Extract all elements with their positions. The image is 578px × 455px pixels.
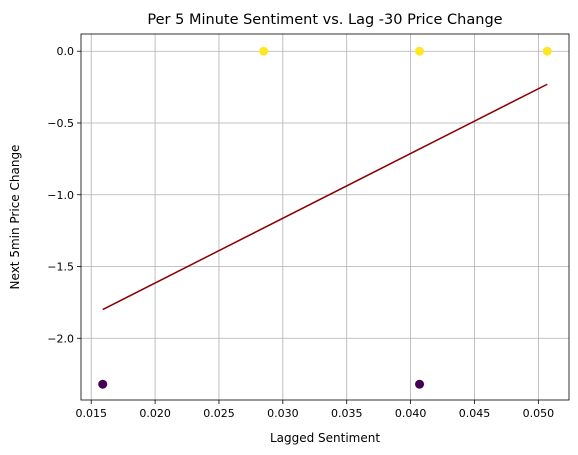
scatter-point bbox=[542, 46, 552, 56]
scatter-point bbox=[259, 46, 269, 56]
points-group bbox=[98, 46, 552, 389]
x-tick-label: 0.015 bbox=[75, 407, 107, 420]
plot-frame bbox=[80, 33, 570, 401]
chart-title: Per 5 Minute Sentiment vs. Lag -30 Price… bbox=[147, 12, 502, 28]
scatter-point bbox=[415, 379, 425, 389]
x-tick-label: 0.025 bbox=[203, 407, 235, 420]
x-tick-label: 0.045 bbox=[459, 407, 491, 420]
y-tick-label: −1.0 bbox=[47, 189, 74, 202]
scatter-point bbox=[415, 46, 425, 56]
y-axis-title: Next 5min Price Change bbox=[8, 145, 22, 290]
y-tick-label: −2.0 bbox=[47, 332, 74, 345]
y-tick-label: −0.5 bbox=[47, 117, 74, 130]
x-tick-label: 0.050 bbox=[523, 407, 555, 420]
x-axis-title: Lagged Sentiment bbox=[270, 431, 380, 445]
y-tick-label: −1.5 bbox=[47, 261, 74, 274]
x-tick-label: 0.035 bbox=[331, 407, 363, 420]
fit-line-group bbox=[102, 83, 548, 311]
y-axis: 0.0 −0.5 −1.0 −1.5 −2.0 bbox=[47, 45, 81, 345]
x-axis: 0.015 0.020 0.025 0.030 0.035 0.040 0.045 0.050 bbox=[75, 400, 554, 420]
y-tick-label: 0.0 bbox=[57, 45, 75, 58]
x-tick-label: 0.030 bbox=[267, 407, 299, 420]
x-tick-label: 0.020 bbox=[139, 407, 171, 420]
grid bbox=[81, 34, 569, 400]
scatter-point bbox=[98, 379, 108, 389]
regression-line bbox=[102, 83, 548, 311]
x-tick-label: 0.040 bbox=[395, 407, 427, 420]
